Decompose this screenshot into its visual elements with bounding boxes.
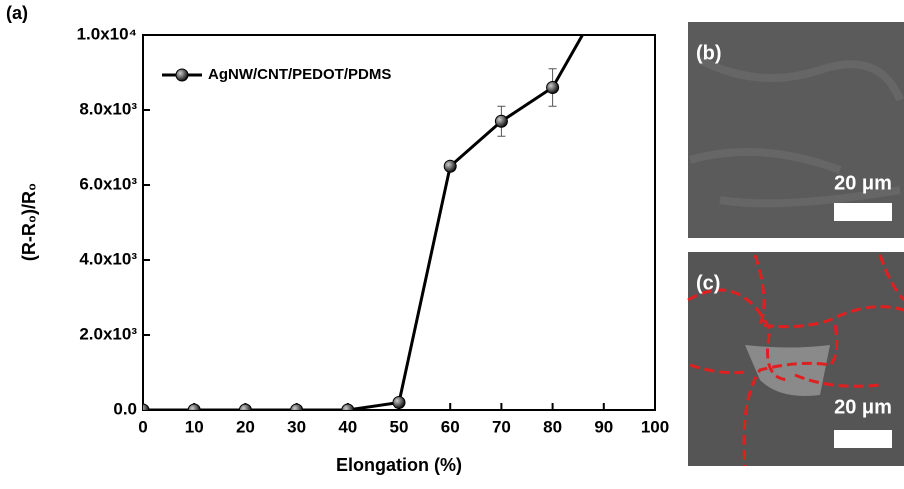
- data-point: [143, 403, 150, 410]
- y-tick-label: 2.0x10³: [79, 324, 137, 343]
- x-axis-label: Elongation (%): [336, 455, 462, 475]
- data-point: [341, 403, 355, 410]
- image-label: (b): [696, 42, 722, 64]
- x-tick-label: 20: [236, 417, 255, 436]
- data-point: [598, 0, 610, 4]
- data-point: [290, 403, 304, 410]
- legend-label: AgNW/CNT/PEDOT/PDMS: [208, 66, 391, 83]
- data-point: [443, 159, 457, 173]
- x-tick-label: 60: [441, 417, 460, 436]
- y-tick-label: 1.0x10⁴: [77, 24, 137, 43]
- data-point: [546, 81, 560, 94]
- y-tick-label: 0.0: [113, 399, 137, 418]
- sem-image-c: [687, 252, 904, 467]
- series-line: [143, 35, 585, 410]
- scale-bar-label: 20 μm: [834, 396, 892, 418]
- x-tick-label: 90: [594, 417, 613, 436]
- data-point: [392, 396, 406, 409]
- y-tick-label: 6.0x10³: [79, 174, 137, 193]
- x-tick-label: 80: [543, 417, 562, 436]
- data-point: [187, 403, 201, 410]
- image-label: (c): [696, 272, 720, 294]
- data-point: [494, 114, 508, 128]
- panel-label: (a): [6, 3, 28, 23]
- y-tick-label: 4.0x10³: [79, 249, 137, 268]
- x-tick-label: 100: [641, 417, 669, 436]
- y-tick-label: 8.0x10³: [79, 99, 137, 118]
- sem-image-b: [688, 22, 904, 238]
- scale-bar-label: 20 μm: [834, 172, 892, 194]
- x-tick-label: 10: [185, 417, 204, 436]
- x-tick-label: 40: [338, 417, 357, 436]
- x-tick-label: 0: [138, 417, 147, 436]
- legend-marker: [175, 68, 189, 82]
- plot-frame: [142, 34, 656, 411]
- data-point: [238, 403, 252, 410]
- x-tick-label: 30: [287, 417, 306, 436]
- x-tick-label: 50: [390, 417, 409, 436]
- plot-area: [143, 0, 610, 410]
- x-tick-label: 70: [492, 417, 511, 436]
- y-axis-label: (R-R₀)/R₀: [19, 183, 39, 261]
